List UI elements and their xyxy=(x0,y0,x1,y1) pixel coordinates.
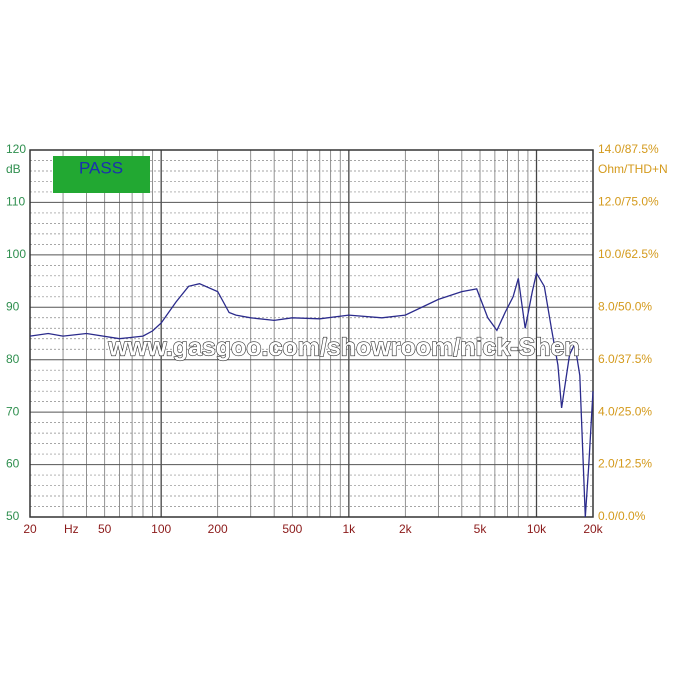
watermark: www.gasgoo.com/showroom/nick-Shen xyxy=(107,334,579,362)
x-tick-label: 100 xyxy=(151,522,171,536)
y-unit: dB xyxy=(6,162,21,176)
y2-tick-label: 0.0/0.0% xyxy=(598,509,646,523)
y-tick-label: 110 xyxy=(6,195,25,209)
y2-tick-label: 8.0/50.0% xyxy=(598,299,652,313)
response-line xyxy=(29,271,594,518)
pass-badge xyxy=(53,156,150,193)
y-tick-label: 70 xyxy=(6,404,20,418)
x-tick-label: 5k xyxy=(474,522,488,536)
y2-unit: Ohm/THD+N xyxy=(598,162,668,176)
x-tick-label: 50 xyxy=(98,522,112,536)
y-tick-label: 90 xyxy=(6,299,20,313)
y-tick-label: 50 xyxy=(6,509,20,523)
y2-tick-label: 10.0/62.5% xyxy=(598,247,659,261)
y-tick-label: 100 xyxy=(6,247,26,261)
y2-tick-label: 2.0/12.5% xyxy=(598,457,652,471)
x-tick-label: 20 xyxy=(23,522,37,536)
x-tick-label: 10k xyxy=(527,522,547,536)
y-tick-label: 120 xyxy=(6,142,26,156)
plot-frame xyxy=(29,149,594,518)
y-tick-label: 60 xyxy=(6,457,20,471)
x-tick-label: 500 xyxy=(282,522,302,536)
x-tick-label: 20k xyxy=(583,522,603,536)
x-unit: Hz xyxy=(64,522,79,536)
x-tick-label: 200 xyxy=(208,522,228,536)
x-tick-label: 1k xyxy=(342,522,356,536)
y-tick-label: 80 xyxy=(6,352,20,366)
x-tick-label: 2k xyxy=(399,522,413,536)
y2-tick-label: 12.0/75.0% xyxy=(598,195,659,209)
plot xyxy=(29,271,594,518)
badge-text: PASS xyxy=(79,158,123,177)
y2-tick-label: 14.0/87.5% xyxy=(598,142,659,156)
y2-tick-label: 4.0/25.0% xyxy=(598,404,652,418)
y2-tick-label: 6.0/37.5% xyxy=(598,352,652,366)
